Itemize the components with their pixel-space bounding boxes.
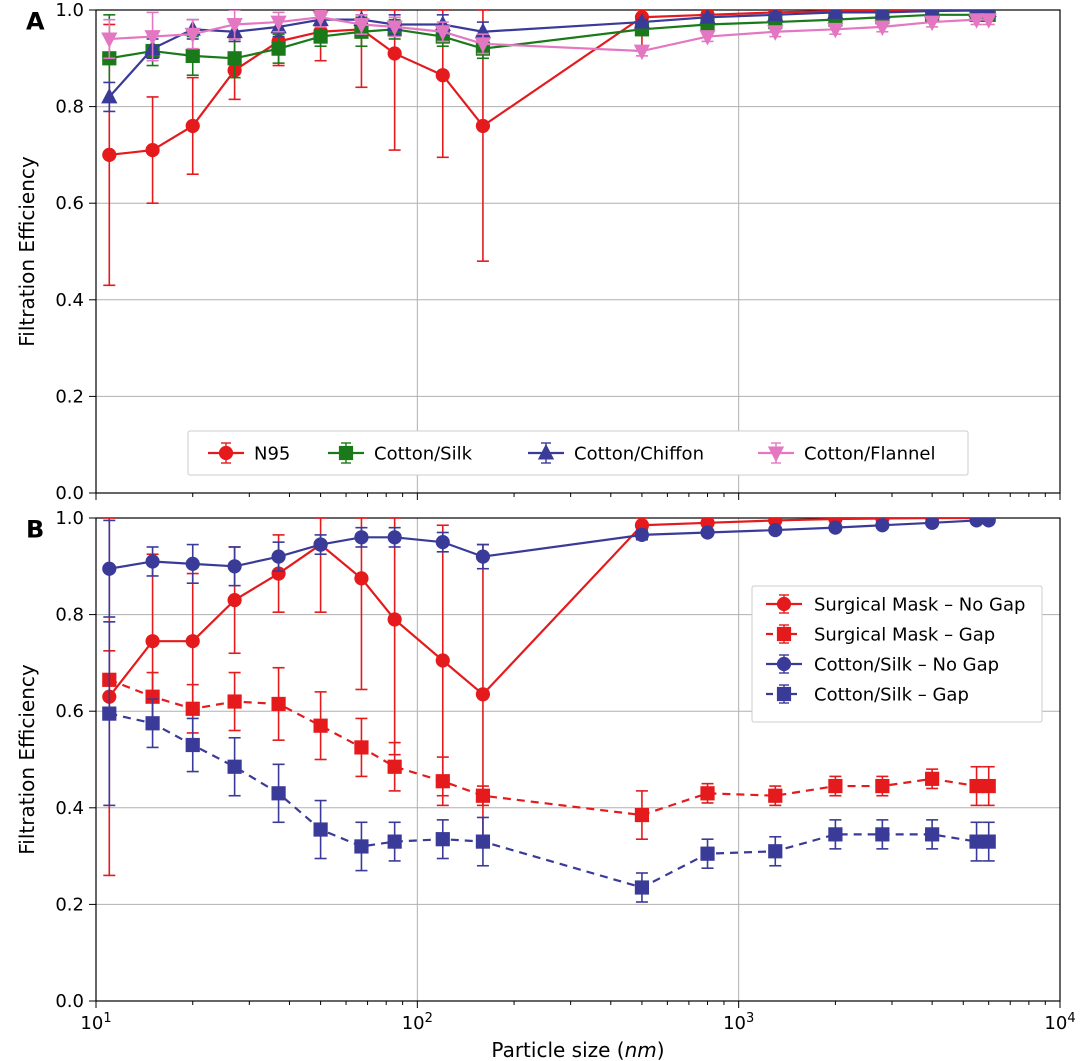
y-tick-label: 1.0 (55, 508, 84, 529)
y-tick-label: 0.0 (55, 991, 84, 1012)
legend-label: Cotton/Silk – No Gap (814, 654, 999, 675)
x-axis-label: Particle size (nm) (491, 1038, 664, 1061)
y-tick-label: 0.0 (55, 483, 84, 504)
axes-border (96, 10, 1060, 493)
panel-letter: B (26, 516, 44, 544)
x-tick-label: 102 (402, 1011, 433, 1035)
chart-figure: 0.0 0.2 0.4 0.6 0.8 1.0 Filtration Efficiency A… (0, 0, 1080, 1061)
legend-label: Cotton/Chiffon (574, 443, 704, 464)
legend-label: Cotton/Flannel (804, 443, 935, 464)
y-tick-label: 0.8 (55, 605, 84, 626)
legend-b: Surgical Mask – No Gap Surgical Mask – Ga… (752, 586, 1042, 722)
panel-letter: A (26, 8, 45, 36)
x-tick-label: 103 (723, 1011, 754, 1035)
legend-a: N95 Cotton/Silk Cotton/Chiffon Cotton/Flann… (188, 431, 968, 475)
y-tick-label: 0.4 (55, 798, 84, 819)
x-tick-label: 104 (1044, 1011, 1075, 1035)
legend-label: Cotton/Silk (374, 443, 473, 464)
y-axis-label: Filtration Efficiency (15, 156, 39, 347)
y-tick-label: 1.0 (55, 0, 84, 21)
series-line (109, 17, 988, 51)
series-line (109, 714, 988, 888)
chart-svg: 0.0 0.2 0.4 0.6 0.8 1.0 Filtration Efficiency A… (0, 0, 1080, 1061)
y-tick-label: 0.8 (55, 97, 84, 118)
legend-label: Cotton/Silk – Gap (814, 684, 969, 705)
x-tick-label: 101 (80, 1011, 111, 1035)
y-tick-label: 0.2 (55, 386, 84, 407)
legend-label: N95 (254, 443, 290, 464)
y-tick-label: 0.2 (55, 894, 84, 915)
legend-label: Surgical Mask – No Gap (814, 594, 1025, 615)
legend-label: Surgical Mask – Gap (814, 624, 995, 645)
y-tick-label: 0.4 (55, 290, 84, 311)
y-tick-label: 0.6 (55, 701, 84, 722)
series-line (109, 520, 988, 568)
chart-panel: 0.0 0.2 0.4 0.6 0.8 1.0 Filtration Efficiency A (15, 0, 1060, 504)
y-tick-label: 0.6 (55, 193, 84, 214)
y-axis-label: Filtration Efficiency (15, 664, 39, 855)
